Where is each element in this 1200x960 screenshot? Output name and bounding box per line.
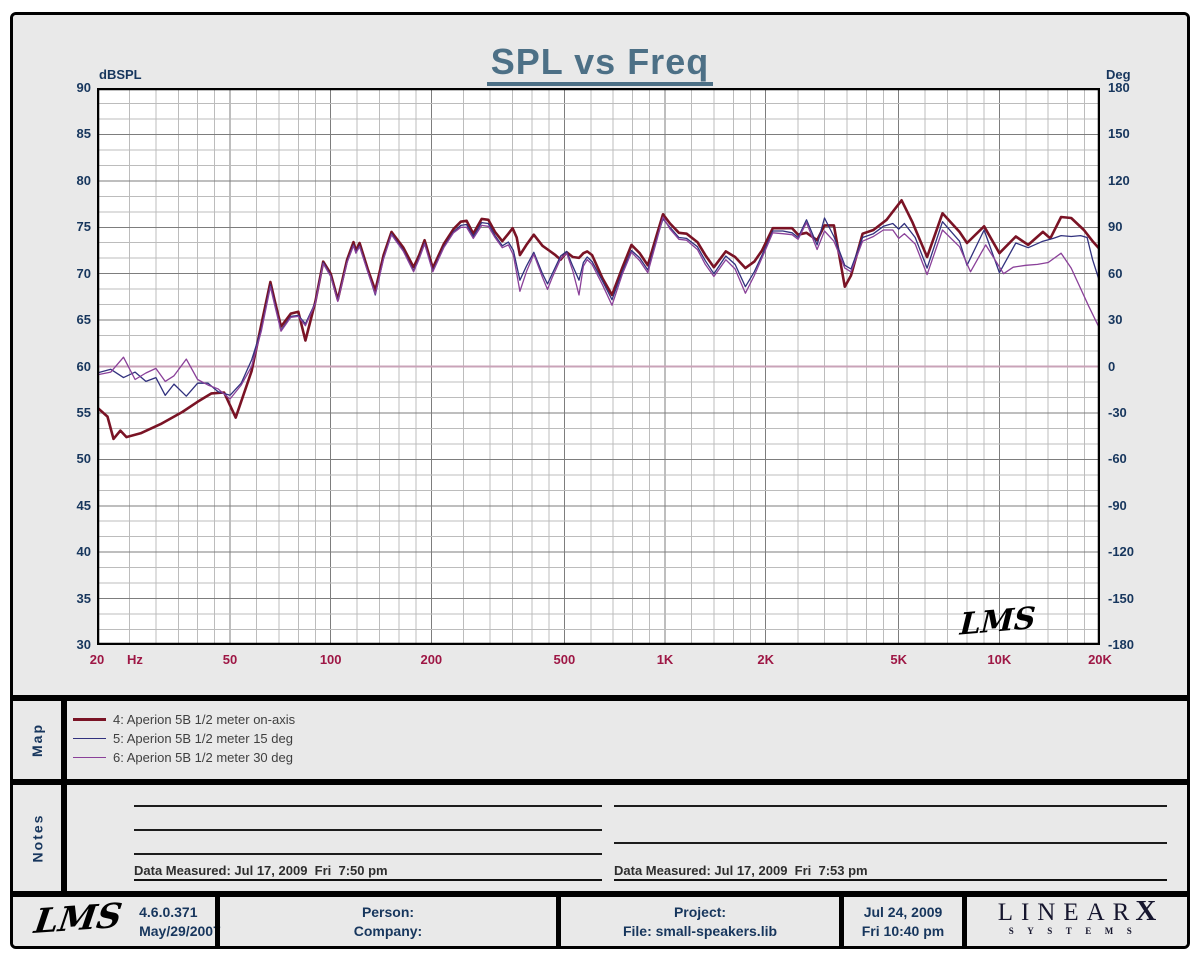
spl-tick-90: 90 xyxy=(76,80,91,95)
freq-tick-2K: 2K xyxy=(757,652,774,667)
notes-label: Notes xyxy=(29,813,45,863)
curve-3 xyxy=(97,216,1100,400)
linearx-logo-linear: LINEAR xyxy=(997,899,1138,926)
freq-tick-20: 20 xyxy=(89,652,105,667)
chart-title-text: SPL vs Freq xyxy=(486,43,714,86)
footer-brand-cell: LINEAR X SYSTEMS xyxy=(962,897,1187,946)
freq-tick-100: 100 xyxy=(319,652,342,667)
spl-vs-freq-plot: LMS xyxy=(97,88,1100,645)
print-date: Jul 24, 2009 xyxy=(863,903,943,920)
plot-area: LMS xyxy=(97,88,1100,645)
freq-tick-200: 200 xyxy=(420,652,443,667)
file-label: File: small-speakers.lib xyxy=(622,922,778,939)
spl-tick-80: 80 xyxy=(76,172,91,188)
map-label-cell: Map xyxy=(13,701,67,779)
linearx-logo-systems: SYSTEMS xyxy=(1008,926,1146,936)
legend-label: 5: Aperion 5B 1/2 meter 15 deg xyxy=(113,731,293,746)
spl-tick-35: 35 xyxy=(76,590,91,606)
freq-tick-1K: 1K xyxy=(656,652,674,667)
spl-tick-70: 70 xyxy=(76,265,91,281)
spl-tick-30: 30 xyxy=(76,637,91,652)
deg-tick--30: -30 xyxy=(1108,404,1127,420)
deg-tick-0: 0 xyxy=(1108,358,1116,374)
section-divider xyxy=(13,779,1187,785)
legend-label: 4: Aperion 5B 1/2 meter on-axis xyxy=(113,712,296,727)
footer-date-cell: Jul 24, 2009 Fri 10:40 pm xyxy=(839,897,962,946)
legend-line-sample xyxy=(73,718,106,721)
deg-tick--60: -60 xyxy=(1108,451,1127,467)
linearx-logo-x: X xyxy=(1135,895,1157,927)
deg-tick-90: 90 xyxy=(1108,219,1123,235)
spl-tick-65: 65 xyxy=(76,312,91,328)
app-version: 4.6.0.371 xyxy=(139,903,198,920)
section-divider xyxy=(13,695,1187,701)
spl-tick-40: 40 xyxy=(76,544,91,560)
data-measured-left: Data Measured: Jul 17, 2009 Fri 7:50 pm xyxy=(134,863,602,881)
legend: 4: Aperion 5B 1/2 meter on-axis 5: Aperio… xyxy=(67,701,1187,779)
note-rule xyxy=(134,829,602,831)
freq-tick-500: 500 xyxy=(553,652,576,667)
person-label: Person: xyxy=(361,903,415,920)
deg-tick-30: 30 xyxy=(1108,312,1123,328)
spl-tick-85: 85 xyxy=(76,126,91,142)
legend-item-3: 6: Aperion 5B 1/2 meter 30 deg xyxy=(67,748,1187,767)
freq-unit-label: Hz xyxy=(127,652,143,667)
deg-tick-60: 60 xyxy=(1108,265,1123,281)
spl-tick-60: 60 xyxy=(76,358,91,374)
freq-tick-20K: 20K xyxy=(1088,652,1112,667)
right-axis-unit-label: Deg xyxy=(1106,67,1131,82)
deg-tick-150: 150 xyxy=(1108,126,1130,142)
legend-label: 6: Aperion 5B 1/2 meter 30 deg xyxy=(113,750,293,765)
footer-bar: LMS 4.6.0.371 May/29/2007 Person: Compan… xyxy=(13,896,1187,946)
spl-tick-75: 75 xyxy=(76,219,91,235)
freq-tick-10K: 10K xyxy=(987,652,1012,667)
lms-watermark: LMS xyxy=(958,601,1036,643)
footer-person-cell: Person: Company: xyxy=(215,897,556,946)
deg-tick-120: 120 xyxy=(1108,172,1130,188)
spl-tick-50: 50 xyxy=(76,451,91,467)
note-rule xyxy=(614,805,1167,807)
deg-tick--90: -90 xyxy=(1108,497,1127,513)
map-label: Map xyxy=(29,723,45,757)
freq-tick-50: 50 xyxy=(222,652,238,667)
deg-tick-180: 180 xyxy=(1108,80,1130,95)
chart-panel: SPL vs Freq dBSPL Deg 90 85 80 75 70 65 60 55 50… xyxy=(13,15,1187,695)
note-rule xyxy=(134,853,602,855)
lms-logo: LMS xyxy=(31,896,125,942)
section-divider xyxy=(13,891,1187,897)
note-rule xyxy=(614,842,1167,844)
linearx-logo: LINEAR X xyxy=(997,895,1157,927)
curve-2 xyxy=(97,217,1100,397)
app-build-date: May/29/2007 xyxy=(139,922,221,939)
deg-tick--150: -150 xyxy=(1108,590,1135,606)
legend-line-sample xyxy=(73,738,106,739)
chart-title: SPL vs Freq xyxy=(13,43,1187,86)
map-panel: Map 4: Aperion 5B 1/2 meter on-axis 5: Ap… xyxy=(13,701,1187,779)
print-time: Fri 10:40 pm xyxy=(861,922,945,939)
deg-tick--180: -180 xyxy=(1108,637,1135,652)
left-axis-unit-label: dBSPL xyxy=(99,67,142,82)
freq-tick-5K: 5K xyxy=(890,652,908,667)
spl-tick-55: 55 xyxy=(76,404,91,420)
notes-label-cell: Notes xyxy=(13,785,67,891)
project-label: Project: xyxy=(673,903,727,920)
footer-project-cell: Project: File: small-speakers.lib xyxy=(556,897,839,946)
spl-tick-45: 45 xyxy=(76,497,91,513)
legend-line-sample xyxy=(73,757,106,758)
legend-item-2: 5: Aperion 5B 1/2 meter 15 deg xyxy=(67,729,1187,748)
footer-version-cell: LMS 4.6.0.371 May/29/2007 xyxy=(13,896,221,946)
legend-item-1: 4: Aperion 5B 1/2 meter on-axis xyxy=(67,710,1187,729)
note-rule xyxy=(134,805,602,807)
lms-print-page: SPL vs Freq dBSPL Deg 90 85 80 75 70 65 60 55 50… xyxy=(10,12,1190,949)
notes-panel: Notes Data Measured: Jul 17, 2009 Fri 7:… xyxy=(13,785,1187,891)
deg-tick--120: -120 xyxy=(1108,544,1135,560)
company-label: Company: xyxy=(353,922,423,939)
data-measured-right: Data Measured: Jul 17, 2009 Fri 7:53 pm xyxy=(614,863,1167,881)
notes-content: Data Measured: Jul 17, 2009 Fri 7:50 pm … xyxy=(67,785,1187,891)
